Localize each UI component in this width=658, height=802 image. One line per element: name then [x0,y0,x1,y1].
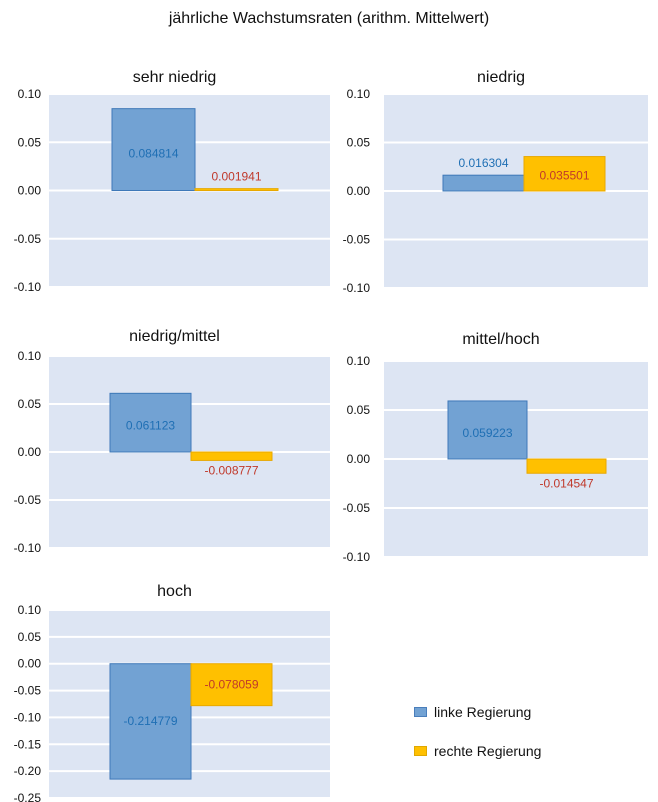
y-tick-label: 0.05 [18,397,42,411]
y-tick-label: -0.15 [14,737,42,751]
bar-linke [447,400,528,460]
data-label: -0.214779 [123,714,177,728]
bar-rechte [523,156,606,192]
y-tick-label: -0.05 [14,493,42,507]
bar-linke [109,663,192,780]
data-label: 0.001941 [211,170,261,184]
y-tick-label: 0.10 [18,87,42,101]
y-tick-label: -0.10 [14,280,42,294]
y-tick-label: -0.05 [343,501,371,515]
panel-title: hoch [157,583,192,600]
y-tick-label: -0.20 [14,764,42,778]
chart-title: jährliche Wachstumsraten (arithm. Mittel… [168,10,490,27]
y-tick-label: 0.05 [18,630,42,644]
y-tick-label: 0.00 [18,657,42,671]
panel-title: niedrig/mittel [129,328,220,345]
y-tick-label: 0.05 [347,403,371,417]
y-tick-label: 0.00 [347,452,371,466]
bar-linke [442,174,525,192]
y-tick-label: -0.10 [343,550,371,564]
y-tick-label: -0.25 [14,791,42,802]
y-tick-label: 0.10 [18,349,42,363]
legend-label-rechte: rechte Regierung [434,743,542,759]
bar-rechte [190,663,273,707]
y-tick-label: 0.05 [347,136,371,150]
legend-label-linke: linke Regierung [434,704,532,720]
y-tick-label: 0.10 [347,354,371,368]
y-tick-label: -0.05 [14,684,42,698]
y-tick-label: 0.00 [347,184,371,198]
bar-linke [109,392,192,453]
data-label: -0.008777 [204,463,258,477]
y-tick-label: -0.05 [14,232,42,246]
data-label: 0.035501 [539,169,589,183]
legend-swatch-linke [414,707,427,717]
y-tick-label: 0.00 [18,445,42,459]
y-tick-label: -0.10 [14,710,42,724]
bar-rechte [526,458,607,474]
y-tick-label: -0.10 [14,541,42,555]
panel-title: niedrig [477,69,525,86]
data-label: -0.014547 [539,476,593,490]
y-tick-label: -0.05 [343,233,371,247]
legend-swatch-rechte [414,746,427,756]
panel-title: mittel/hoch [462,331,539,348]
panel-title: sehr niedrig [133,69,217,86]
bar-linke [111,108,196,191]
y-tick-label: 0.05 [18,135,42,149]
y-tick-label: 0.00 [18,184,42,198]
data-label: 0.084814 [128,147,178,161]
data-label: 0.061123 [126,419,175,433]
y-tick-label: 0.10 [18,603,42,617]
legend-item-linke: linke Regierung [414,704,531,720]
bar-rechte [194,188,279,192]
data-label: -0.078059 [204,678,258,692]
data-label: 0.016304 [458,156,508,170]
y-tick-label: -0.10 [343,281,371,295]
data-label: 0.059223 [462,426,512,440]
y-tick-label: 0.10 [347,87,371,101]
legend-item-rechte: rechte Regierung [414,743,541,759]
bar-rechte [190,451,273,461]
